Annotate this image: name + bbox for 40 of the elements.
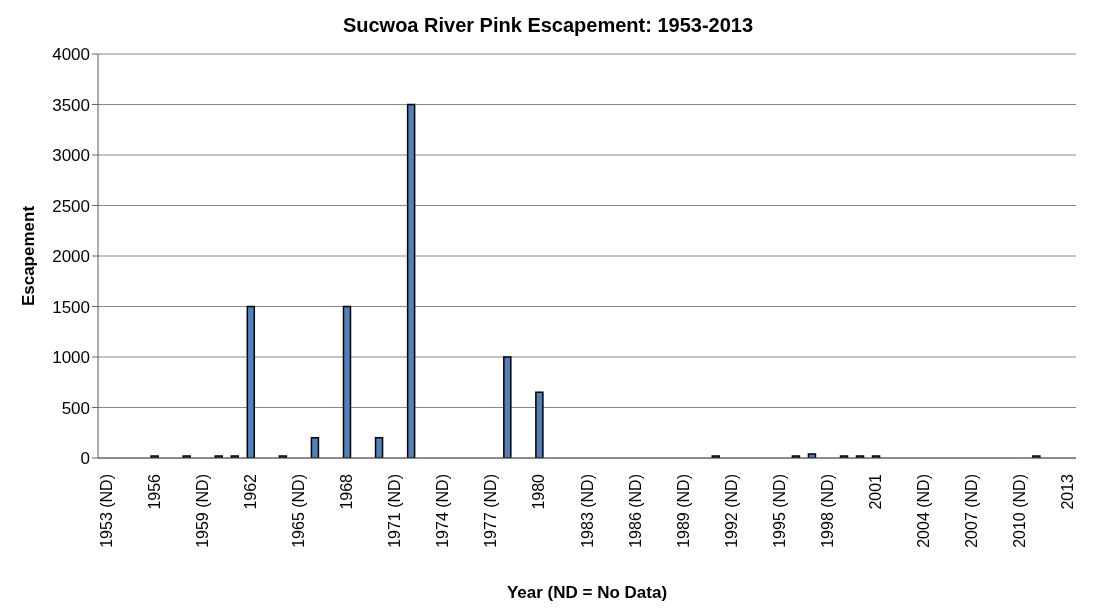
y-tick-label: 500	[61, 398, 90, 418]
x-tick-label: 1974 (ND)	[434, 474, 452, 548]
bar	[503, 356, 512, 458]
x-tick-label: 2007 (ND)	[963, 474, 981, 548]
bar	[342, 305, 352, 458]
x-tick-label: 1962	[241, 473, 259, 510]
bar	[535, 391, 544, 458]
y-tick-label: 0	[80, 449, 90, 469]
x-tick-label: 1959 (ND)	[193, 474, 211, 548]
bar	[406, 103, 416, 458]
x-tick-label: 1989 (ND)	[674, 474, 692, 548]
bar	[374, 437, 384, 458]
bar	[246, 305, 256, 458]
bar	[310, 437, 320, 458]
chart-title: Sucwoa River Pink Escapement: 1953-2013	[342, 14, 754, 36]
x-axis-title: Year (ND = No Data)	[506, 583, 668, 602]
x-tick-label: 1980	[530, 473, 548, 510]
x-tick-label: 2013	[1059, 473, 1077, 510]
y-tick-label: 3000	[52, 146, 90, 166]
y-tick-label: 2500	[52, 196, 90, 216]
x-tick-label: 1992 (ND)	[722, 474, 740, 548]
x-tick-label: 2001	[867, 473, 885, 510]
x-tick-label: 1968	[338, 473, 356, 510]
x-tick-label: 1986 (ND)	[626, 474, 644, 548]
y-tick-label: 2000	[52, 247, 90, 267]
x-tick-label: 1953 (ND)	[97, 474, 115, 548]
x-tick-label: 2010 (ND)	[1011, 474, 1029, 548]
x-tick-label: 1998 (ND)	[818, 474, 836, 548]
x-tick-label: 1971 (ND)	[386, 474, 404, 548]
x-tick-label: 1977 (ND)	[482, 474, 500, 548]
y-tick-label: 1000	[52, 348, 90, 368]
y-tick-label: 4000	[52, 45, 90, 65]
x-tick-label: 1965 (ND)	[289, 474, 307, 548]
x-tick-label: 2004 (ND)	[915, 474, 933, 548]
x-tick-label: 1983 (ND)	[578, 474, 596, 548]
x-tick-label: 1995 (ND)	[770, 474, 788, 548]
y-tick-label: 3500	[52, 95, 90, 115]
y-axis-title: Escapement	[19, 205, 39, 307]
y-tick-label: 1500	[52, 297, 90, 317]
x-tick-label: 1956	[145, 473, 163, 510]
